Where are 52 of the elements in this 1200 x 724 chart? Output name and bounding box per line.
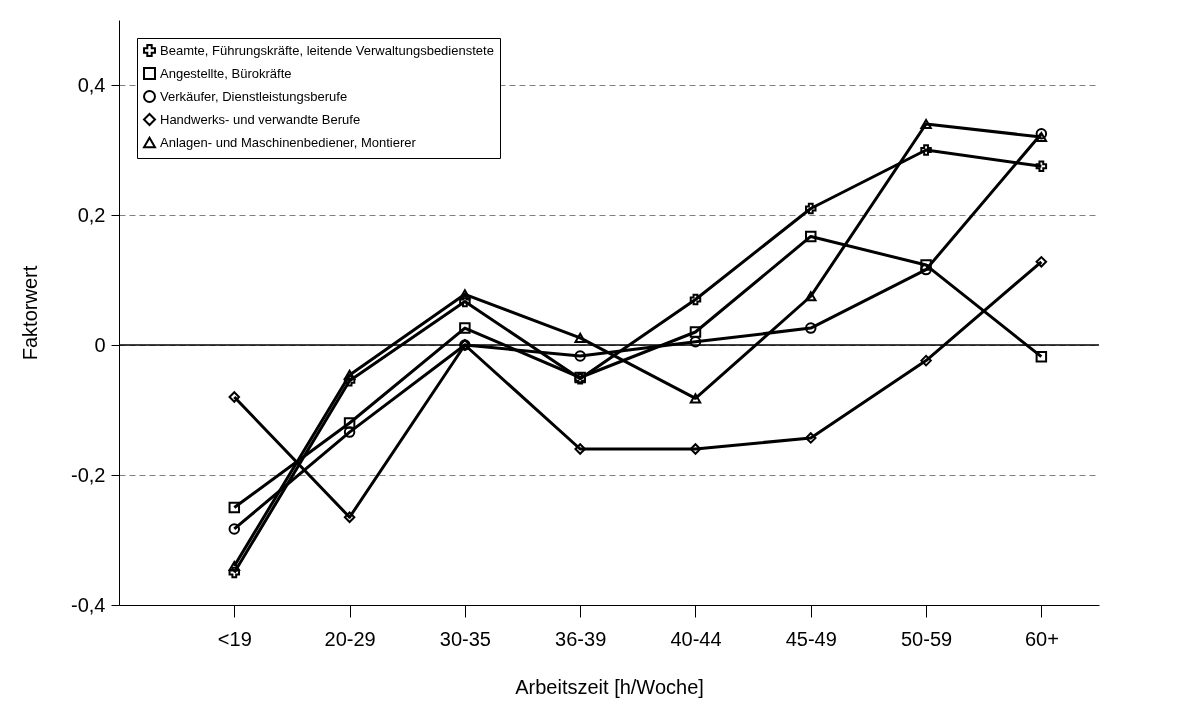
legend-label: Angestellte, Bürokräfte <box>160 65 292 81</box>
point <box>343 426 356 438</box>
y-tick-label: -0,4 <box>71 593 106 616</box>
point <box>805 230 817 243</box>
point <box>689 293 702 306</box>
legend-label: Beamte, Führungskräfte, leitende Verwaltungsbedienstete <box>160 42 494 58</box>
point <box>459 295 471 308</box>
point <box>459 322 471 334</box>
point <box>228 391 241 403</box>
point <box>805 202 817 215</box>
legend-label: Anlagen- und Maschinenbediener, Montierer <box>160 134 417 150</box>
point <box>920 144 932 156</box>
point <box>1035 256 1048 268</box>
point <box>574 332 586 343</box>
x-tick-label: <19 <box>217 627 252 650</box>
point <box>920 118 932 130</box>
point <box>805 322 817 334</box>
point <box>805 291 817 302</box>
x-tick-label: 45-49 <box>785 627 837 650</box>
x-tick-label: 50-59 <box>900 627 953 650</box>
y-tick-label: 0,4 <box>77 73 106 96</box>
point <box>343 511 356 523</box>
point <box>343 369 356 381</box>
y-tick-label: 0,2 <box>77 203 106 226</box>
point <box>1035 160 1048 172</box>
point <box>228 501 241 514</box>
point <box>574 443 586 455</box>
point <box>689 326 702 338</box>
point <box>343 417 356 429</box>
point <box>1035 350 1048 363</box>
point <box>459 289 471 300</box>
point <box>228 560 241 572</box>
point <box>689 336 702 348</box>
x-tick-label: 30-35 <box>439 627 491 650</box>
x-tick-label: 20-29 <box>324 627 376 650</box>
point <box>689 393 702 404</box>
point <box>228 523 241 535</box>
point <box>805 432 817 444</box>
point <box>574 350 586 362</box>
legend-label: Verkäufer, Dienstleistungsberufe <box>160 88 348 104</box>
x-tick-label: 40-44 <box>670 627 722 650</box>
y-axis-title: Faktorwert <box>19 265 42 361</box>
x-tick-label: 36-39 <box>555 627 607 650</box>
point <box>228 566 241 579</box>
x-tick-label: 60+ <box>1024 627 1059 650</box>
y-tick-label: 0 <box>94 333 106 356</box>
point <box>920 259 932 271</box>
point <box>689 443 702 455</box>
y-tick-label: -0,2 <box>71 463 106 486</box>
point <box>920 354 932 367</box>
legend-label: Handwerks- und verwandte Berufe <box>160 111 361 127</box>
x-axis-title: Arbeitszeit [h/Woche] <box>515 675 704 698</box>
